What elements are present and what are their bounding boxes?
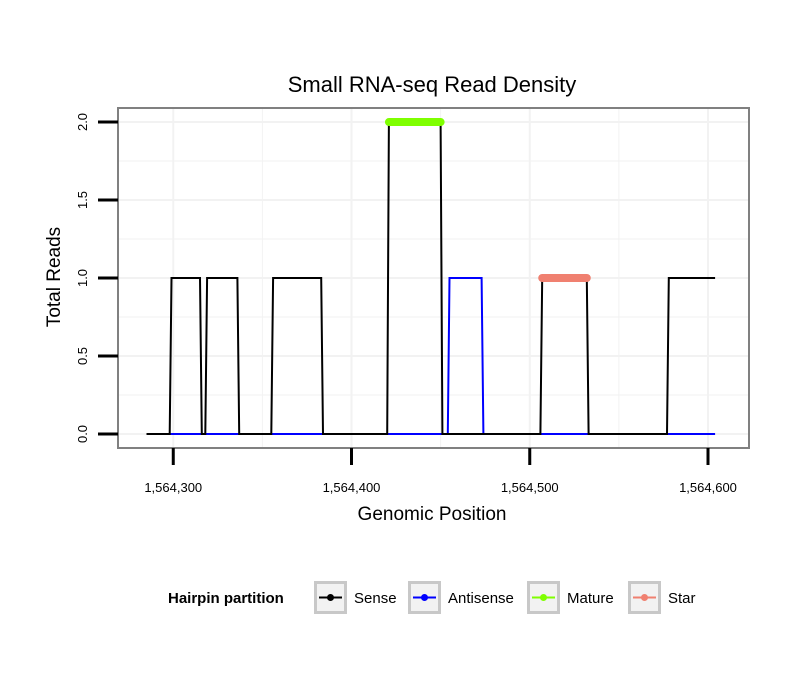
axes: 0.0 0.5 1.0 1.5 2.0 1,564,300 1,564,400 1,564,5…	[75, 113, 737, 495]
legend-item-mature: Mature	[527, 581, 614, 614]
x-axis-title: Genomic Position	[358, 504, 507, 525]
x-tick-label: 1,564,400	[323, 480, 381, 495]
legend-label: Star	[668, 590, 696, 607]
legend-label: Sense	[354, 590, 397, 607]
y-tick-label: 1.5	[75, 191, 90, 209]
series-layer	[146, 118, 716, 435]
legend-item-star: Star	[628, 581, 696, 614]
legend-key-point	[540, 594, 547, 601]
chart-title: Small RNA-seq Read Density	[288, 72, 577, 97]
legend-item-sense: Sense	[314, 581, 397, 614]
legend-title: Hairpin partition	[168, 590, 284, 607]
legend-label: Mature	[567, 590, 614, 607]
y-tick-label: 1.0	[75, 269, 90, 287]
series-sense-line	[146, 121, 716, 435]
legend-label: Antisense	[448, 590, 514, 607]
legend-item-antisense: Antisense	[408, 581, 514, 614]
x-tick-label: 1,564,300	[144, 480, 202, 495]
legend-key-point	[421, 594, 428, 601]
legend-key-point	[327, 594, 334, 601]
legend-key-point	[641, 594, 648, 601]
y-axis-title: Total Reads	[44, 227, 65, 327]
legend: Hairpin partition Sense Antisense Mature St…	[168, 581, 696, 614]
y-tick-label: 2.0	[75, 113, 90, 131]
x-tick-label: 1,564,600	[679, 480, 737, 495]
x-tick-label: 1,564,500	[501, 480, 559, 495]
y-tick-label: 0.5	[75, 347, 90, 365]
y-tick-label: 0.0	[75, 425, 90, 443]
